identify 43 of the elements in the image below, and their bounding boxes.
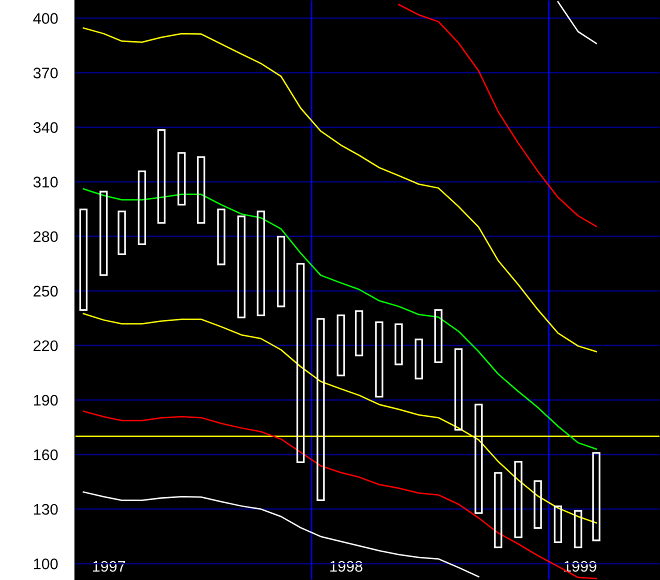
bar — [237, 216, 246, 318]
bar — [592, 452, 600, 542]
line-series — [398, 4, 597, 228]
bar — [197, 156, 206, 224]
bar — [534, 480, 542, 529]
bar — [394, 323, 403, 366]
bar — [434, 309, 442, 364]
bar — [178, 152, 186, 206]
y-tick-label: 160 — [34, 449, 58, 460]
y-tick-label: 310 — [33, 176, 58, 188]
bar — [276, 236, 286, 308]
bar — [79, 208, 88, 311]
y-tick-label: 250 — [34, 286, 58, 297]
y-tick-label: 280 — [34, 231, 58, 242]
bar — [414, 338, 423, 380]
bar — [474, 404, 483, 514]
bar — [454, 348, 463, 431]
line-series — [82, 188, 597, 450]
bar — [256, 210, 265, 316]
y-tick-label: 340 — [33, 122, 58, 133]
bar — [554, 506, 562, 544]
bar — [217, 208, 226, 266]
bar — [118, 210, 126, 256]
bar — [354, 310, 364, 356]
line-series — [82, 491, 480, 578]
bar — [574, 510, 582, 548]
bar — [138, 170, 146, 246]
bar — [100, 190, 108, 276]
bar — [494, 472, 502, 548]
bar — [296, 262, 305, 464]
y-tick-label: 190 — [34, 394, 58, 406]
bar — [375, 321, 384, 398]
bar — [316, 318, 325, 502]
y-tick-label: 400 — [33, 13, 58, 24]
y-tick-label: 130 — [34, 504, 58, 515]
line-series — [82, 410, 597, 580]
bar — [157, 129, 166, 224]
line-series — [82, 27, 597, 352]
bar — [336, 314, 345, 376]
bar — [514, 460, 522, 538]
y-tick-label: 370 — [33, 68, 58, 78]
y-tick-label: 100 — [34, 558, 58, 570]
y-tick-label: 220 — [34, 340, 58, 352]
